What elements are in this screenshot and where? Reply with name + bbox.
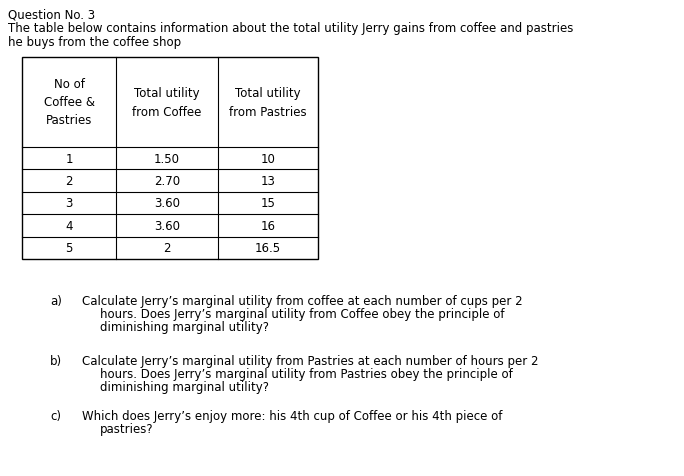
- Text: he buys from the coffee shop: he buys from the coffee shop: [8, 36, 181, 49]
- Text: Calculate Jerry’s marginal utility from coffee at each number of cups per 2: Calculate Jerry’s marginal utility from …: [82, 294, 523, 307]
- Text: pastries?: pastries?: [100, 422, 154, 435]
- Text: 16.5: 16.5: [255, 242, 281, 255]
- Text: No of
Coffee &
Pastries: No of Coffee & Pastries: [44, 79, 94, 127]
- Text: 16: 16: [261, 219, 276, 232]
- Text: Total utility
from Pastries: Total utility from Pastries: [229, 87, 307, 118]
- Text: 2.70: 2.70: [154, 175, 180, 188]
- Text: Which does Jerry’s enjoy more: his 4th cup of Coffee or his 4th piece of: Which does Jerry’s enjoy more: his 4th c…: [82, 409, 502, 422]
- Text: Calculate Jerry’s marginal utility from Pastries at each number of hours per 2: Calculate Jerry’s marginal utility from …: [82, 354, 538, 367]
- Text: c): c): [50, 409, 61, 422]
- Text: 3.60: 3.60: [154, 197, 180, 210]
- Text: diminishing marginal utility?: diminishing marginal utility?: [100, 320, 269, 333]
- Text: 13: 13: [261, 175, 276, 188]
- Text: 1: 1: [65, 152, 73, 165]
- Text: diminishing marginal utility?: diminishing marginal utility?: [100, 380, 269, 393]
- Text: 3.60: 3.60: [154, 219, 180, 232]
- Text: 1.50: 1.50: [154, 152, 180, 165]
- Text: 10: 10: [261, 152, 276, 165]
- Text: 4: 4: [65, 219, 73, 232]
- Text: 5: 5: [65, 242, 73, 255]
- Text: The table below contains information about the total utility Jerry gains from co: The table below contains information abo…: [8, 22, 573, 35]
- Text: Total utility
from Coffee: Total utility from Coffee: [132, 87, 202, 118]
- Text: a): a): [50, 294, 62, 307]
- Text: hours. Does Jerry’s marginal utility from Coffee obey the principle of: hours. Does Jerry’s marginal utility fro…: [100, 307, 505, 320]
- Text: hours. Does Jerry’s marginal utility from Pastries obey the principle of: hours. Does Jerry’s marginal utility fro…: [100, 367, 513, 380]
- Text: 3: 3: [65, 197, 73, 210]
- Text: 2: 2: [163, 242, 171, 255]
- Text: 2: 2: [65, 175, 73, 188]
- Bar: [22, 58, 318, 259]
- Text: 15: 15: [261, 197, 276, 210]
- Text: Question No. 3: Question No. 3: [8, 8, 95, 21]
- Text: b): b): [50, 354, 62, 367]
